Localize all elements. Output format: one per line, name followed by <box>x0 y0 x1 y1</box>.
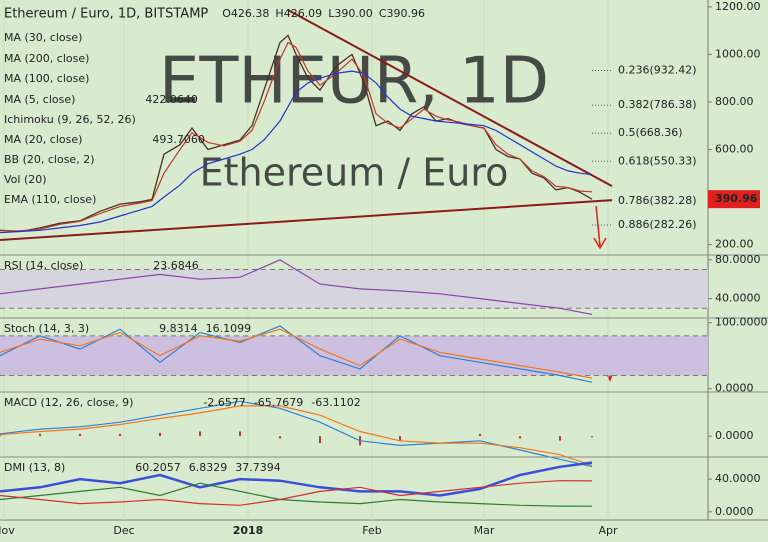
hidden-study: Ichimoku (9, 26, 52, 26) <box>4 113 136 126</box>
panel-title: MACD (12, 26, close, 9) <box>4 396 133 409</box>
arrow <box>593 205 607 250</box>
watermark: Ethereum / Euro <box>200 151 509 195</box>
panel-title: Stoch (14, 3, 3) <box>4 322 89 335</box>
hidden-study: EMA (110, close) <box>4 193 96 206</box>
y-tick-label: 40.0000 <box>715 472 761 485</box>
legend-name: MA (5, close) <box>4 93 75 106</box>
ohlc-value: O426.38 <box>222 7 269 20</box>
legend-value: 23.6846 <box>153 259 199 272</box>
x-tick-label: Feb <box>362 524 381 537</box>
trendline <box>0 199 613 241</box>
histogram-bar <box>279 436 281 439</box>
ohlc-value: H426.09 <box>275 7 322 20</box>
y-tick-label: 100.0000 <box>715 316 768 329</box>
legend-value: 9.8314 <box>159 322 198 335</box>
price-line <box>0 34 593 233</box>
histogram-bar <box>0 435 1 437</box>
fib-label: 0.5(668.36) <box>618 126 683 139</box>
hidden-study: MA (200, close) <box>4 52 89 65</box>
histogram-bar <box>519 436 521 439</box>
panel-title: RSI (14, close) <box>4 259 83 272</box>
series-line <box>0 259 593 315</box>
histogram-bar <box>39 433 41 437</box>
x-tick-label: Mar <box>474 524 495 537</box>
series-line <box>0 482 593 507</box>
y-tick-label: 600.00 <box>715 142 754 155</box>
legend-value: -63.1102 <box>311 396 360 409</box>
y-tick-label: 0.0000 <box>715 382 754 395</box>
series-line <box>0 70 593 234</box>
histogram-bar <box>319 436 321 444</box>
legend-value: -2.6577 <box>203 396 245 409</box>
series-line <box>0 41 593 232</box>
trendline <box>287 9 613 187</box>
fib-label: 0.886(282.26) <box>618 218 697 231</box>
legend-value: 6.8329 <box>189 461 228 474</box>
histogram-bar <box>399 436 401 441</box>
y-tick-label: 0.0000 <box>715 429 754 442</box>
legend-value: 16.1099 <box>206 322 252 335</box>
histogram-bar <box>199 431 201 437</box>
legend-value: 422.0640 <box>145 93 198 106</box>
watermark: ETHEUR, 1D <box>159 45 549 119</box>
y-tick-label: 200.00 <box>715 238 754 251</box>
band <box>0 335 708 376</box>
y-tick-label: 1200.00 <box>715 0 761 13</box>
series-line <box>0 480 593 506</box>
hidden-study: MA (30, close) <box>4 31 82 44</box>
hidden-study: BB (20, close, 2) <box>4 153 95 166</box>
legend-value: -65.7679 <box>254 396 303 409</box>
y-tick-label: 40.0000 <box>715 292 761 305</box>
fib-label: 0.236(932.42) <box>618 63 697 76</box>
hidden-study: MA (100, close) <box>4 72 89 85</box>
legend-value: 60.2057 <box>135 461 181 474</box>
legend-value: 493.7060 <box>152 133 205 146</box>
last-price-label: 390.96 <box>715 192 758 205</box>
y-tick-label: 80.0000 <box>715 253 761 266</box>
series-line <box>0 461 593 497</box>
x-tick-label: Apr <box>598 524 618 537</box>
y-tick-label: 1000.00 <box>715 47 761 60</box>
fib-label: 0.618(550.33) <box>618 154 697 167</box>
fib-label: 0.786(382.28) <box>618 194 697 207</box>
hidden-study: Vol (20) <box>4 173 47 186</box>
histogram-bar <box>559 436 561 441</box>
x-tick-label: 2018 <box>233 524 264 537</box>
series-line <box>0 405 593 466</box>
histogram-bar <box>479 433 481 437</box>
fib-label: 0.382(786.38) <box>618 98 697 111</box>
x-tick-label: Nov <box>0 524 15 537</box>
series-line <box>0 328 593 379</box>
histogram-bar <box>159 432 161 437</box>
y-tick-label: 0.0000 <box>715 505 754 518</box>
y-tick-label: 800.00 <box>715 95 754 108</box>
chart-title: Ethereum / Euro, 1D, BITSTAMP <box>4 7 208 22</box>
x-tick-label: Dec <box>113 524 134 537</box>
legend-value: 37.7394 <box>235 461 281 474</box>
histogram-bar <box>79 433 81 437</box>
histogram-bar <box>119 433 121 437</box>
ohlc-value: L390.00 <box>328 7 373 20</box>
panel-title: DMI (13, 8) <box>4 461 65 474</box>
band <box>0 269 708 309</box>
legend-name: MA (20, close) <box>4 133 82 146</box>
histogram-bar <box>591 436 593 438</box>
ohlc-value: C390.96 <box>379 7 425 20</box>
histogram-bar <box>239 431 241 437</box>
last-price-tag <box>708 190 760 209</box>
